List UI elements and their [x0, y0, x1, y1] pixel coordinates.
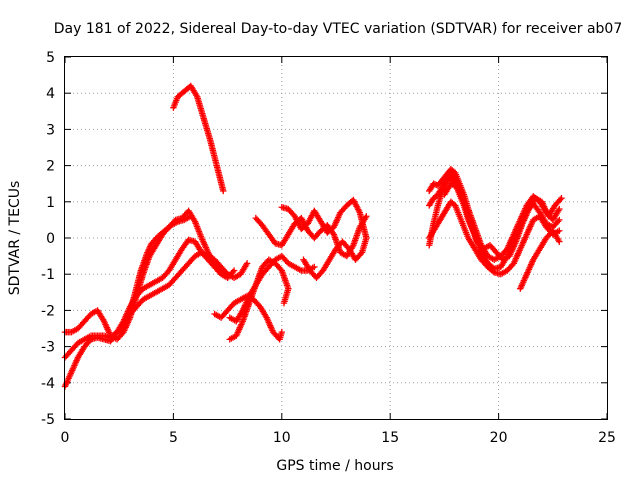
- data-point-marker: [357, 250, 364, 258]
- x-axis-label: GPS time / hours: [276, 458, 393, 474]
- data-point-marker: [556, 196, 564, 203]
- y-axis-label: SDTVAR / TECUs: [7, 181, 23, 296]
- y-tick-label: 5: [46, 50, 55, 66]
- data-point-marker: [230, 267, 238, 274]
- data-point-marker: [363, 234, 370, 242]
- series-track-d: [118, 213, 194, 336]
- data-point-marker: [243, 260, 251, 267]
- series-track-j: [278, 196, 370, 242]
- x-tick-label: 0: [61, 430, 70, 446]
- series-track-h: [226, 252, 318, 325]
- series-track-p: [517, 227, 563, 292]
- y-tick-label: -4: [41, 376, 55, 392]
- y-tick-label: 0: [46, 231, 55, 247]
- data-point-marker: [556, 205, 563, 213]
- data-point-marker: [224, 271, 231, 278]
- y-tick-label: 4: [46, 86, 55, 102]
- data-point-marker: [556, 216, 563, 224]
- x-tick-label: 5: [169, 430, 178, 446]
- series-track-q: [441, 180, 565, 263]
- data-point-marker: [556, 227, 563, 234]
- x-tick-label: 25: [598, 430, 616, 446]
- chart-title: Day 181 of 2022, Sidereal Day-to-day VTE…: [54, 21, 623, 37]
- y-tick-label: 3: [46, 122, 55, 138]
- y-tick-label: 2: [46, 159, 55, 175]
- data-point-marker: [278, 328, 285, 336]
- data-point-marker: [280, 299, 288, 307]
- x-tick-label: 15: [381, 430, 399, 446]
- series-track-k: [300, 234, 370, 282]
- x-tick-label: 10: [273, 430, 291, 446]
- y-tick-label: -1: [41, 267, 55, 283]
- x-axis: 0 5 10 15 20 25: [61, 57, 616, 446]
- data-point-marker: [220, 187, 227, 195]
- data-point-marker: [363, 213, 370, 220]
- data-point-marker: [451, 175, 458, 182]
- data-point-marker: [558, 194, 565, 202]
- data-series: [61, 82, 565, 390]
- data-point-marker: [554, 218, 562, 225]
- y-tick-label: -2: [41, 303, 55, 319]
- grid: [65, 57, 607, 419]
- series-track-c: [61, 207, 231, 343]
- series-track-n: [426, 198, 563, 278]
- data-point-marker: [556, 238, 563, 245]
- data-point-marker: [311, 263, 318, 271]
- data-point-marker: [187, 213, 194, 220]
- plot-frame: [64, 56, 608, 420]
- series-track-e: [170, 82, 227, 195]
- x-tick-label: 20: [490, 430, 508, 446]
- y-tick-label: 1: [46, 195, 55, 211]
- y-tick-label: -3: [41, 340, 55, 356]
- y-tick-label: -5: [41, 412, 55, 428]
- y-axis: -5 -4 -3 -2 -1 0 1 2 3 4 5: [41, 50, 607, 428]
